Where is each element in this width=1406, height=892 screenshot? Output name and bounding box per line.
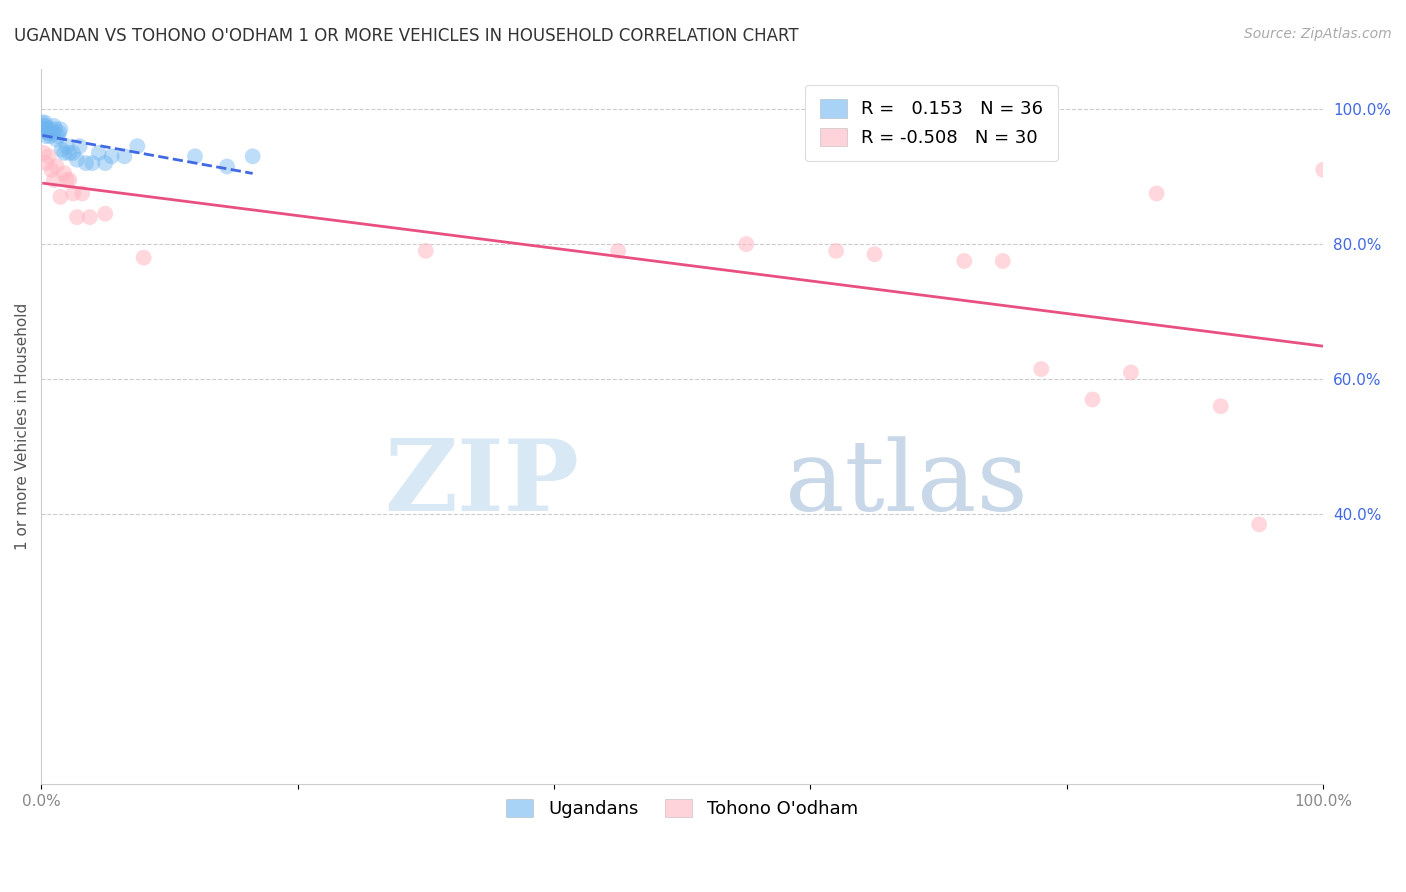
Point bbox=[37, 126, 59, 140]
Point bbox=[53, 145, 76, 160]
Point bbox=[114, 149, 136, 163]
Point bbox=[69, 139, 91, 153]
Point bbox=[49, 190, 72, 204]
Point bbox=[42, 173, 65, 187]
Legend: Ugandans, Tohono O'odham: Ugandans, Tohono O'odham bbox=[499, 792, 865, 825]
Point bbox=[79, 210, 101, 224]
Y-axis label: 1 or more Vehicles in Household: 1 or more Vehicles in Household bbox=[15, 303, 30, 550]
Point bbox=[1249, 517, 1271, 532]
Text: Source: ZipAtlas.com: Source: ZipAtlas.com bbox=[1244, 27, 1392, 41]
Point bbox=[1209, 399, 1232, 413]
Point bbox=[82, 156, 104, 170]
Point bbox=[34, 119, 56, 133]
Point bbox=[32, 145, 55, 160]
Point bbox=[1119, 366, 1142, 380]
Point bbox=[242, 149, 264, 163]
Point bbox=[127, 139, 149, 153]
Point bbox=[1031, 362, 1053, 376]
Point bbox=[38, 126, 60, 140]
Point bbox=[45, 132, 67, 146]
Point bbox=[132, 251, 155, 265]
Point bbox=[66, 210, 89, 224]
Point bbox=[39, 129, 62, 144]
Point bbox=[44, 122, 66, 136]
Point bbox=[55, 139, 77, 153]
Point bbox=[1312, 162, 1334, 177]
Point bbox=[58, 145, 80, 160]
Point bbox=[75, 156, 97, 170]
Point bbox=[62, 186, 84, 201]
Point bbox=[41, 126, 63, 140]
Point bbox=[825, 244, 848, 258]
Point bbox=[42, 119, 65, 133]
Point bbox=[1081, 392, 1104, 407]
Point bbox=[62, 145, 84, 160]
Point bbox=[38, 149, 60, 163]
Point bbox=[35, 122, 58, 136]
Point bbox=[184, 149, 207, 163]
Point bbox=[66, 153, 89, 167]
Point bbox=[31, 115, 53, 129]
Point bbox=[41, 162, 63, 177]
Point bbox=[34, 115, 56, 129]
Text: atlas: atlas bbox=[785, 436, 1028, 532]
Point bbox=[32, 119, 55, 133]
Point bbox=[49, 122, 72, 136]
Point bbox=[863, 247, 886, 261]
Point bbox=[415, 244, 437, 258]
Point bbox=[100, 149, 122, 163]
Point bbox=[735, 237, 758, 252]
Point bbox=[55, 173, 77, 187]
Point bbox=[1146, 186, 1168, 201]
Point bbox=[46, 129, 69, 144]
Point bbox=[37, 122, 59, 136]
Point bbox=[41, 122, 63, 136]
Point bbox=[953, 254, 976, 268]
Point bbox=[35, 156, 58, 170]
Point bbox=[70, 186, 93, 201]
Point bbox=[94, 207, 117, 221]
Point bbox=[94, 156, 117, 170]
Point bbox=[215, 160, 238, 174]
Point bbox=[51, 143, 73, 157]
Point bbox=[607, 244, 630, 258]
Text: ZIP: ZIP bbox=[385, 435, 579, 533]
Point bbox=[991, 254, 1014, 268]
Point bbox=[53, 166, 76, 180]
Point bbox=[58, 173, 80, 187]
Point bbox=[45, 160, 67, 174]
Point bbox=[87, 145, 110, 160]
Point bbox=[32, 122, 55, 136]
Point bbox=[35, 129, 58, 144]
Point bbox=[48, 126, 70, 140]
Text: UGANDAN VS TOHONO O'ODHAM 1 OR MORE VEHICLES IN HOUSEHOLD CORRELATION CHART: UGANDAN VS TOHONO O'ODHAM 1 OR MORE VEHI… bbox=[14, 27, 799, 45]
